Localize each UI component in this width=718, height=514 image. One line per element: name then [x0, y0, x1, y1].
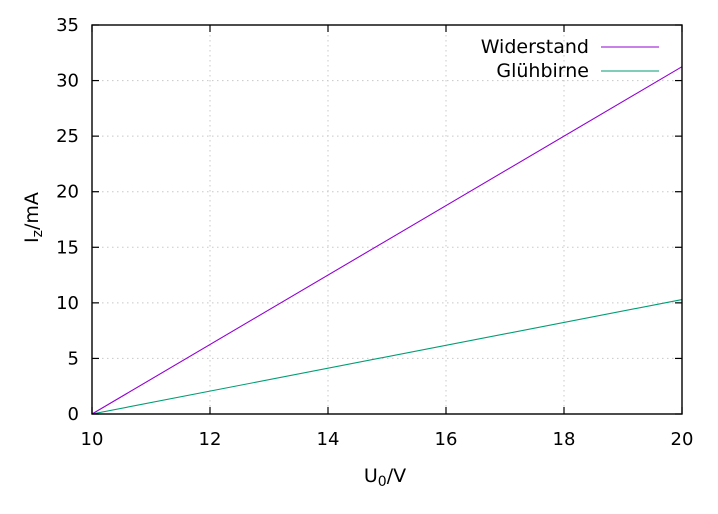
y-tick-label: 0	[68, 404, 79, 425]
x-axis-label-base: U	[364, 465, 378, 487]
plot-frame	[91, 24, 683, 415]
x-axis-label-sub: 0	[378, 474, 387, 490]
grid	[92, 25, 682, 414]
legend-label-0: Widerstand	[481, 36, 589, 58]
legend-label-1: Glühbirne	[496, 60, 589, 82]
x-tick-label: 20	[671, 429, 694, 450]
y-axis-label-rest: /mA	[21, 192, 43, 230]
x-tick-label: 14	[317, 429, 340, 450]
y-tick-label: 35	[56, 15, 79, 36]
y-tick-label: 10	[56, 293, 79, 314]
y-axis-label-sub: z	[30, 230, 46, 237]
x-tick-label: 10	[81, 429, 104, 450]
x-tick-label: 16	[435, 429, 458, 450]
y-tick-label: 5	[68, 348, 79, 369]
y-tick-label: 30	[56, 71, 79, 92]
y-tick-label: 25	[56, 126, 79, 147]
y-axis-label-base: I	[21, 237, 43, 243]
x-axis-label: U0/V	[364, 465, 406, 490]
x-tick-label: 12	[199, 429, 222, 450]
series-line-1	[91, 298, 683, 415]
y-tick-label: 15	[56, 237, 79, 258]
y-axis-label: Iz/mA	[21, 192, 46, 243]
tick-labels: 10 12 14 16 18 20 0 5 10 15 20 25 30 35	[56, 15, 693, 450]
ticks	[91, 24, 683, 415]
y-tick-label: 20	[56, 182, 79, 203]
x-tick-label: 18	[553, 429, 576, 450]
series-line-0	[91, 66, 683, 415]
x-axis-label-rest: /V	[387, 465, 406, 487]
series-layer	[91, 66, 683, 415]
